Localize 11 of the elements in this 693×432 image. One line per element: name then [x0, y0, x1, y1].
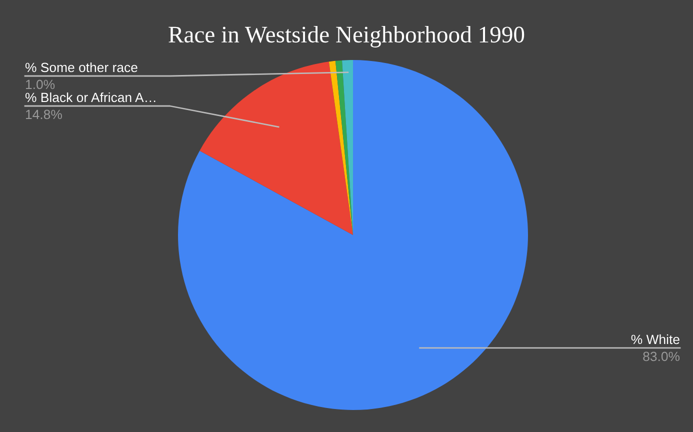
slice-label: % Some other race: [25, 62, 138, 72]
slice-label: % Black or African A…: [25, 92, 156, 102]
data-label: 1.0%: [26, 80, 55, 90]
data-label: 83.0%: [643, 352, 680, 362]
pie-slice: [328, 60, 353, 235]
pie-slice: [200, 62, 353, 235]
slice-label: % White: [631, 334, 680, 344]
data-label: 14.8%: [26, 110, 62, 120]
chart-title: Race in Westside Neighborhood 1990: [168, 26, 524, 48]
pie-slice: [178, 60, 528, 410]
pie-slice: [335, 60, 353, 235]
